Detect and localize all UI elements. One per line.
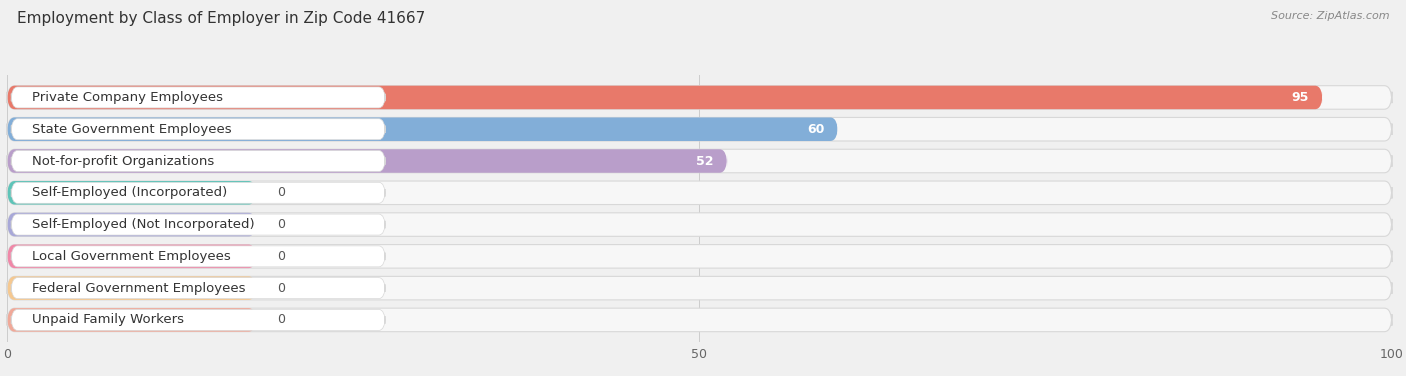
Text: Not-for-profit Organizations: Not-for-profit Organizations bbox=[32, 155, 214, 168]
FancyBboxPatch shape bbox=[7, 86, 1392, 109]
Text: Federal Government Employees: Federal Government Employees bbox=[32, 282, 246, 295]
FancyBboxPatch shape bbox=[11, 309, 385, 331]
FancyBboxPatch shape bbox=[7, 245, 256, 268]
Text: Self-Employed (Incorporated): Self-Employed (Incorporated) bbox=[32, 186, 228, 199]
Text: Local Government Employees: Local Government Employees bbox=[32, 250, 231, 263]
FancyBboxPatch shape bbox=[11, 182, 385, 203]
FancyBboxPatch shape bbox=[7, 213, 256, 237]
FancyBboxPatch shape bbox=[11, 214, 385, 235]
FancyBboxPatch shape bbox=[11, 150, 385, 171]
FancyBboxPatch shape bbox=[7, 245, 1392, 268]
Text: 95: 95 bbox=[1292, 91, 1309, 104]
FancyBboxPatch shape bbox=[11, 246, 385, 267]
FancyBboxPatch shape bbox=[7, 181, 1392, 205]
FancyBboxPatch shape bbox=[7, 117, 838, 141]
Text: 60: 60 bbox=[807, 123, 824, 136]
FancyBboxPatch shape bbox=[7, 149, 727, 173]
Text: State Government Employees: State Government Employees bbox=[32, 123, 232, 136]
FancyBboxPatch shape bbox=[7, 308, 1392, 332]
FancyBboxPatch shape bbox=[7, 276, 256, 300]
Text: 0: 0 bbox=[277, 218, 285, 231]
FancyBboxPatch shape bbox=[11, 277, 385, 299]
FancyBboxPatch shape bbox=[7, 117, 1392, 141]
FancyBboxPatch shape bbox=[7, 181, 256, 205]
FancyBboxPatch shape bbox=[7, 213, 1392, 237]
Text: 0: 0 bbox=[277, 314, 285, 326]
Text: Employment by Class of Employer in Zip Code 41667: Employment by Class of Employer in Zip C… bbox=[17, 11, 425, 26]
FancyBboxPatch shape bbox=[7, 86, 1323, 109]
Text: Source: ZipAtlas.com: Source: ZipAtlas.com bbox=[1271, 11, 1389, 21]
FancyBboxPatch shape bbox=[7, 149, 1392, 173]
Text: 0: 0 bbox=[277, 282, 285, 295]
Text: Self-Employed (Not Incorporated): Self-Employed (Not Incorporated) bbox=[32, 218, 254, 231]
FancyBboxPatch shape bbox=[11, 87, 385, 108]
Text: Unpaid Family Workers: Unpaid Family Workers bbox=[32, 314, 184, 326]
FancyBboxPatch shape bbox=[11, 119, 385, 140]
Text: 0: 0 bbox=[277, 186, 285, 199]
FancyBboxPatch shape bbox=[7, 308, 256, 332]
Text: Private Company Employees: Private Company Employees bbox=[32, 91, 224, 104]
Text: 52: 52 bbox=[696, 155, 713, 168]
FancyBboxPatch shape bbox=[7, 276, 1392, 300]
Text: 0: 0 bbox=[277, 250, 285, 263]
